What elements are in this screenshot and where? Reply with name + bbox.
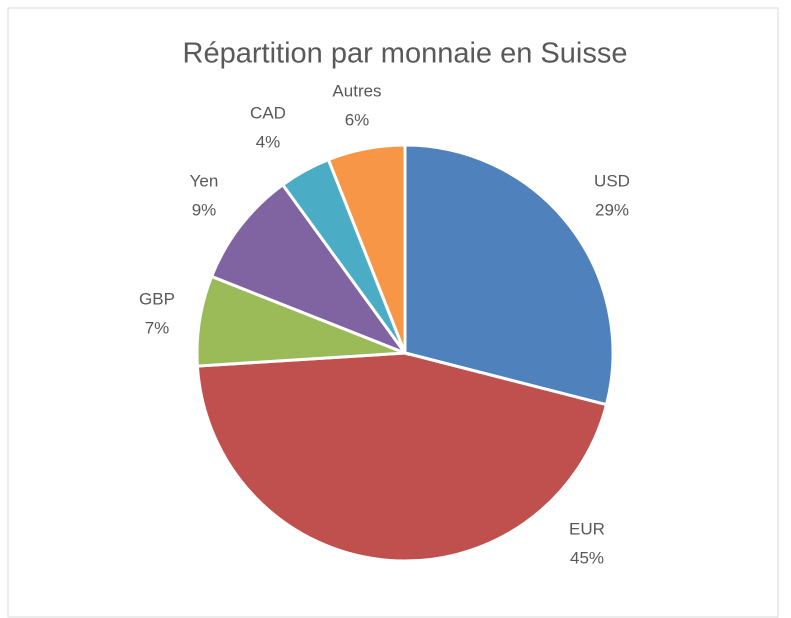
slice-label-value: 4% — [256, 132, 281, 151]
slice-label-value: 29% — [595, 200, 629, 219]
slice-label-name: USD — [594, 171, 630, 190]
pie-slice — [209, 182, 410, 357]
slice-label-name: Yen — [190, 171, 219, 190]
slice-label-value: 6% — [345, 110, 370, 129]
slice-label-value: 9% — [192, 200, 217, 219]
slice-label-name: Autres — [332, 81, 381, 100]
slice-label-name: GBP — [139, 289, 175, 308]
pie-slice — [403, 143, 615, 407]
pie-slice — [195, 351, 609, 563]
slice-label-name: EUR — [569, 519, 605, 538]
slice-label-value: 7% — [145, 318, 170, 337]
chart-title: Répartition par monnaie en Suisse — [183, 38, 628, 70]
slice-label-name: CAD — [250, 103, 286, 122]
pie-slice — [326, 143, 407, 354]
slice-label-value: 45% — [570, 548, 604, 567]
